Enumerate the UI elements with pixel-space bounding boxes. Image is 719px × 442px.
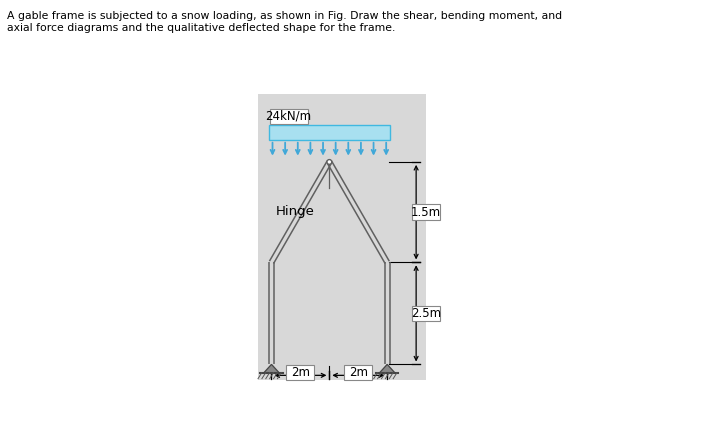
FancyBboxPatch shape <box>413 305 440 321</box>
Text: 1.5m: 1.5m <box>411 206 441 219</box>
Circle shape <box>327 160 331 164</box>
Bar <box>258 94 426 380</box>
Text: 2.5m: 2.5m <box>411 307 441 320</box>
Text: 24kN/m: 24kN/m <box>265 110 312 123</box>
FancyBboxPatch shape <box>270 109 308 124</box>
Polygon shape <box>380 365 395 373</box>
Text: A gable frame is subjected to a snow loading, as shown in Fig. Draw the shear, b: A gable frame is subjected to a snow loa… <box>7 11 562 33</box>
Text: 2m: 2m <box>349 366 368 379</box>
Text: 2m: 2m <box>291 366 310 379</box>
Bar <box>269 125 390 140</box>
FancyBboxPatch shape <box>413 204 440 220</box>
FancyBboxPatch shape <box>286 365 314 380</box>
FancyBboxPatch shape <box>344 365 372 380</box>
Text: Hinge: Hinge <box>276 205 315 218</box>
Polygon shape <box>264 365 279 373</box>
